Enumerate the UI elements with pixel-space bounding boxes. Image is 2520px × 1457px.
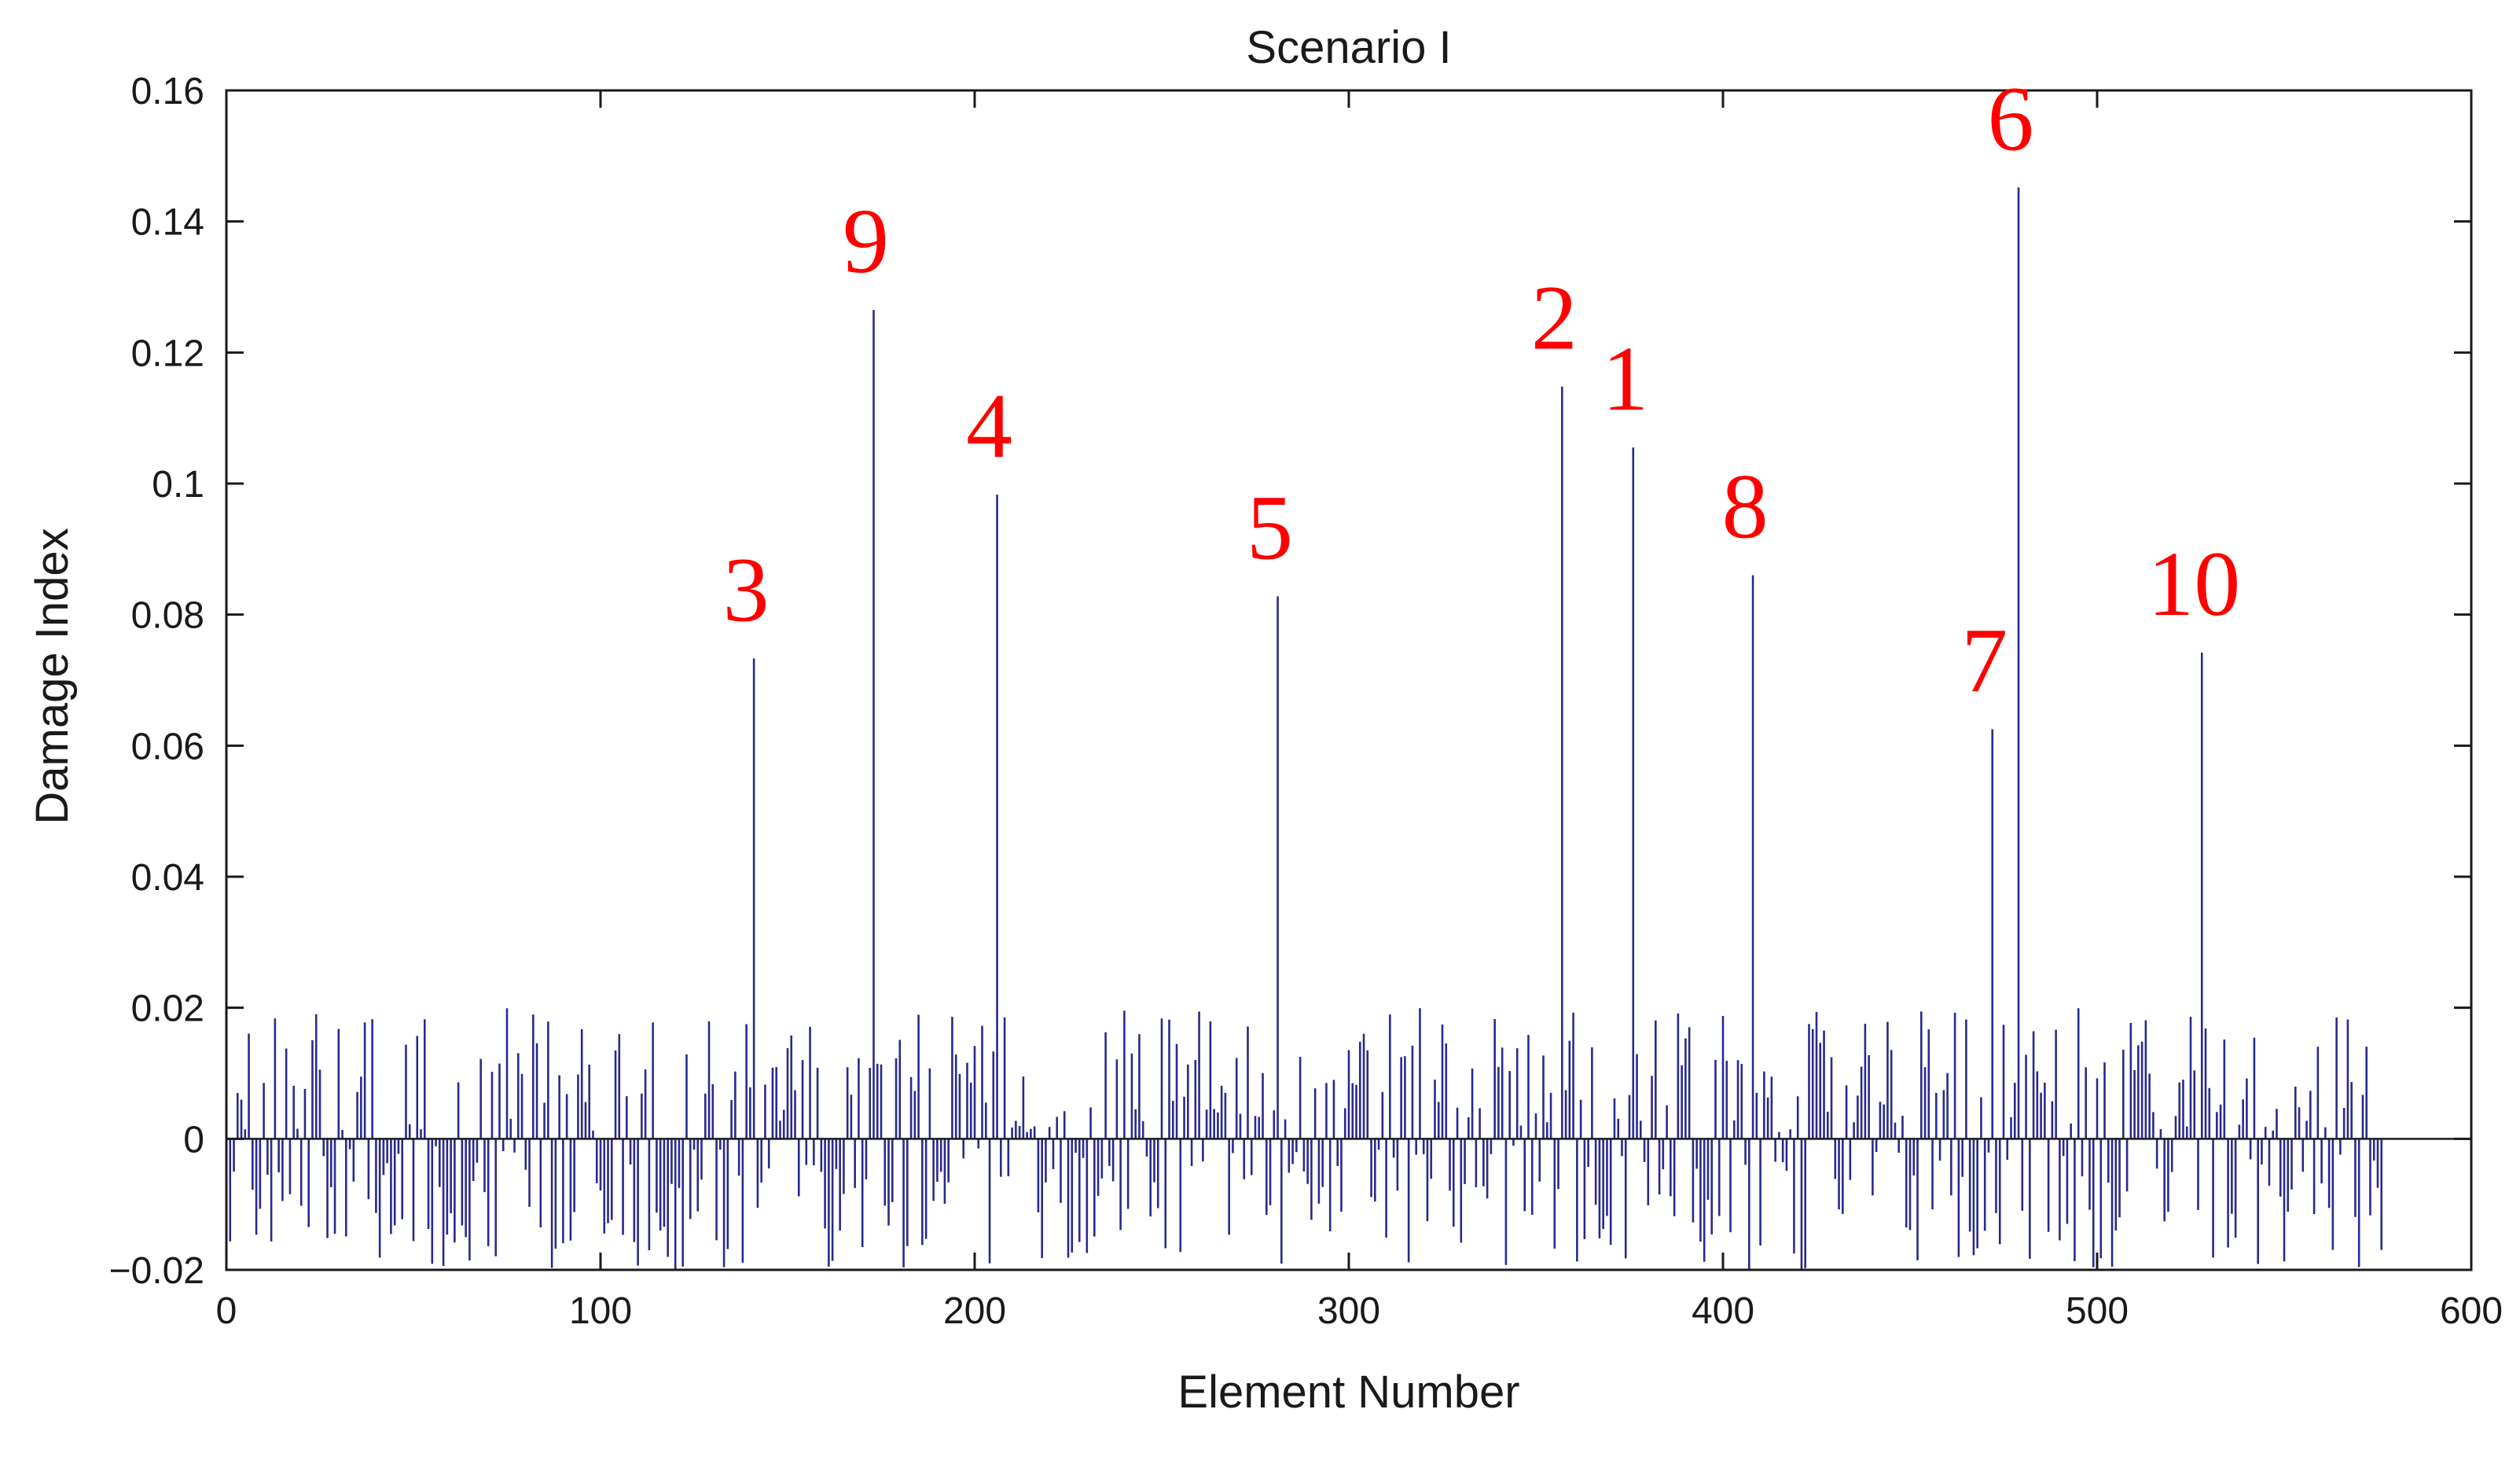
axes-layer: 0 100 200 300 400 500 6000.160.140.120.10.080.… <box>109 71 2503 1332</box>
x-tick-label: 300 <box>1317 1290 1380 1332</box>
damage-annotation-1: 1 <box>1602 327 1648 430</box>
y-tick-label: 0.04 <box>131 857 204 899</box>
y-tick-label: 0.14 <box>131 202 204 244</box>
annotations-layer: 12 3 4 5 6 7 8 9 10 <box>723 67 2241 712</box>
y-tick-label: 0.02 <box>131 988 204 1030</box>
bars-layer <box>229 187 2383 1270</box>
damage-annotation-7: 7 <box>1961 609 2008 712</box>
damage-annotation-8: 8 <box>1722 455 1769 558</box>
y-tick-label: 0.16 <box>131 71 204 112</box>
x-axis-label: Element Number <box>1177 1367 1519 1418</box>
x-tick-label: 100 <box>569 1290 632 1332</box>
damage-annotation-10: 10 <box>2147 532 2240 635</box>
y-tick-label: 0.06 <box>131 726 204 767</box>
damage-annotation-3: 3 <box>723 539 770 642</box>
damage-annotation-9: 9 <box>843 189 889 293</box>
x-tick-label: 400 <box>1692 1290 1754 1332</box>
y-tick-label: 0.08 <box>131 595 204 637</box>
y-tick-label: 0 <box>183 1119 204 1161</box>
damage-annotation-2: 2 <box>1531 267 1578 370</box>
chart-title: Scenario I <box>1246 22 1451 73</box>
x-tick-label: 0 <box>216 1290 237 1332</box>
damage-annotation-4: 4 <box>966 374 1012 477</box>
y-tick-label: 0.12 <box>131 333 204 374</box>
x-tick-label: 200 <box>943 1290 1006 1332</box>
damage-annotation-6: 6 <box>1988 67 2034 170</box>
y-axis-label: Damage Index <box>27 528 78 824</box>
damage-annotation-5: 5 <box>1247 476 1293 579</box>
x-tick-label: 600 <box>2440 1290 2503 1332</box>
y-tick-label: 0.1 <box>152 464 204 506</box>
x-tick-label: 500 <box>2066 1290 2129 1332</box>
y-tick-label: −0.02 <box>109 1250 204 1292</box>
